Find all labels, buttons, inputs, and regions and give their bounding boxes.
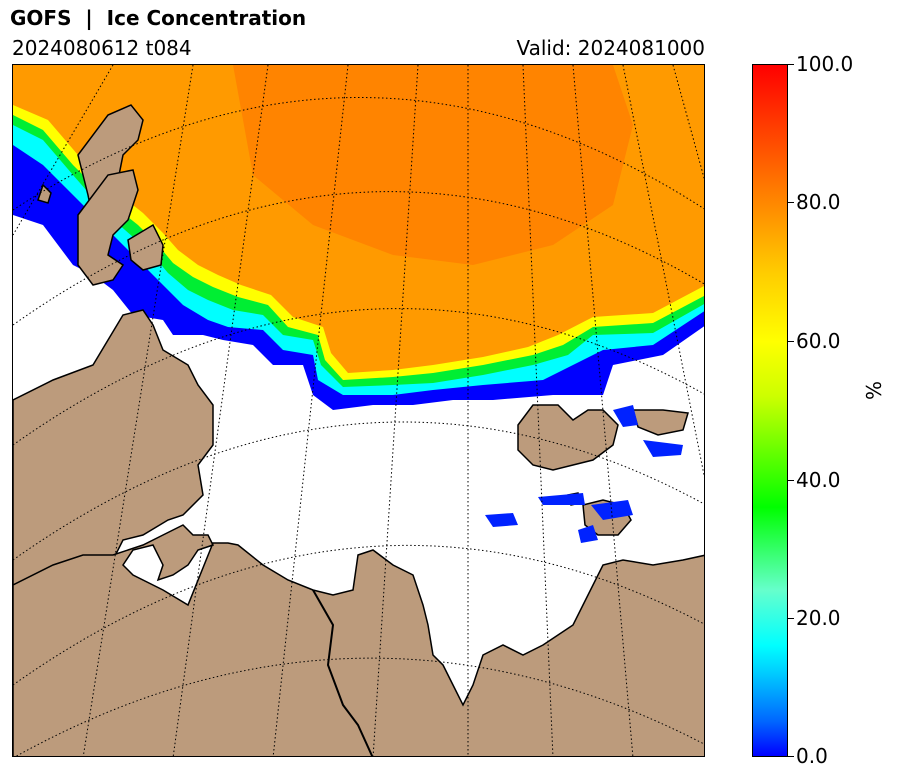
land-severnaya-zemlya-2 <box>631 409 689 436</box>
colorbar-tick <box>788 341 794 342</box>
ice-patch-2 <box>643 440 683 457</box>
parallel-5 <box>13 544 704 686</box>
map-canvas <box>13 65 704 756</box>
land-masses <box>13 104 704 756</box>
river-line <box>312 589 374 756</box>
colorbar-tick-label: 80.0 <box>796 190 841 214</box>
ice-patch-1 <box>613 405 638 427</box>
ice-patch-3 <box>538 493 585 505</box>
colorbar-tick <box>788 202 794 203</box>
ice-interior-red <box>233 65 633 265</box>
colorbar-tick <box>788 480 794 481</box>
ice-concentration-map <box>12 64 705 757</box>
land-severnaya-zemlya-1 <box>517 404 619 471</box>
land-novaya-zemlya-south <box>77 169 139 286</box>
parallel-1 <box>13 97 704 211</box>
meridian-9 <box>622 65 704 478</box>
meridian-2 <box>82 65 194 756</box>
valid-time-label: Valid: 2024081000 <box>516 36 705 60</box>
model-run-label: 2024080612 t084 <box>12 36 192 60</box>
ice-patches <box>485 405 683 543</box>
graticule-lines <box>13 65 704 756</box>
parallel-6 <box>15 657 704 756</box>
land-siberian-mainland <box>13 524 704 756</box>
ice-patch-4 <box>485 513 518 527</box>
land-vaygach <box>127 223 164 271</box>
colorbar-tick <box>788 618 794 619</box>
meridian-4 <box>272 65 349 756</box>
colorbar-tick-label: 20.0 <box>796 606 841 630</box>
colorbar-tick <box>788 756 794 757</box>
plot-title: GOFS | Ice Concentration <box>10 6 307 30</box>
meridian-10 <box>672 65 704 180</box>
colorbar <box>752 64 788 757</box>
parallel-3 <box>13 308 704 446</box>
colorbar-tick <box>788 64 794 65</box>
colorbar-tick-label: 60.0 <box>796 329 841 353</box>
ice-patch-5 <box>578 525 598 543</box>
land-small-island-2 <box>37 183 52 204</box>
ice-patch-6 <box>591 500 633 520</box>
colorbar-tick-label: 100.0 <box>796 52 854 76</box>
meridian-1 <box>13 65 114 236</box>
parallel-2 <box>13 191 704 326</box>
meridian-3 <box>172 65 269 756</box>
colorbar-tick-label: 40.0 <box>796 468 841 492</box>
colorbar-tick-label: 0.0 <box>796 744 828 768</box>
colorbar-unit-label: % <box>862 380 886 400</box>
